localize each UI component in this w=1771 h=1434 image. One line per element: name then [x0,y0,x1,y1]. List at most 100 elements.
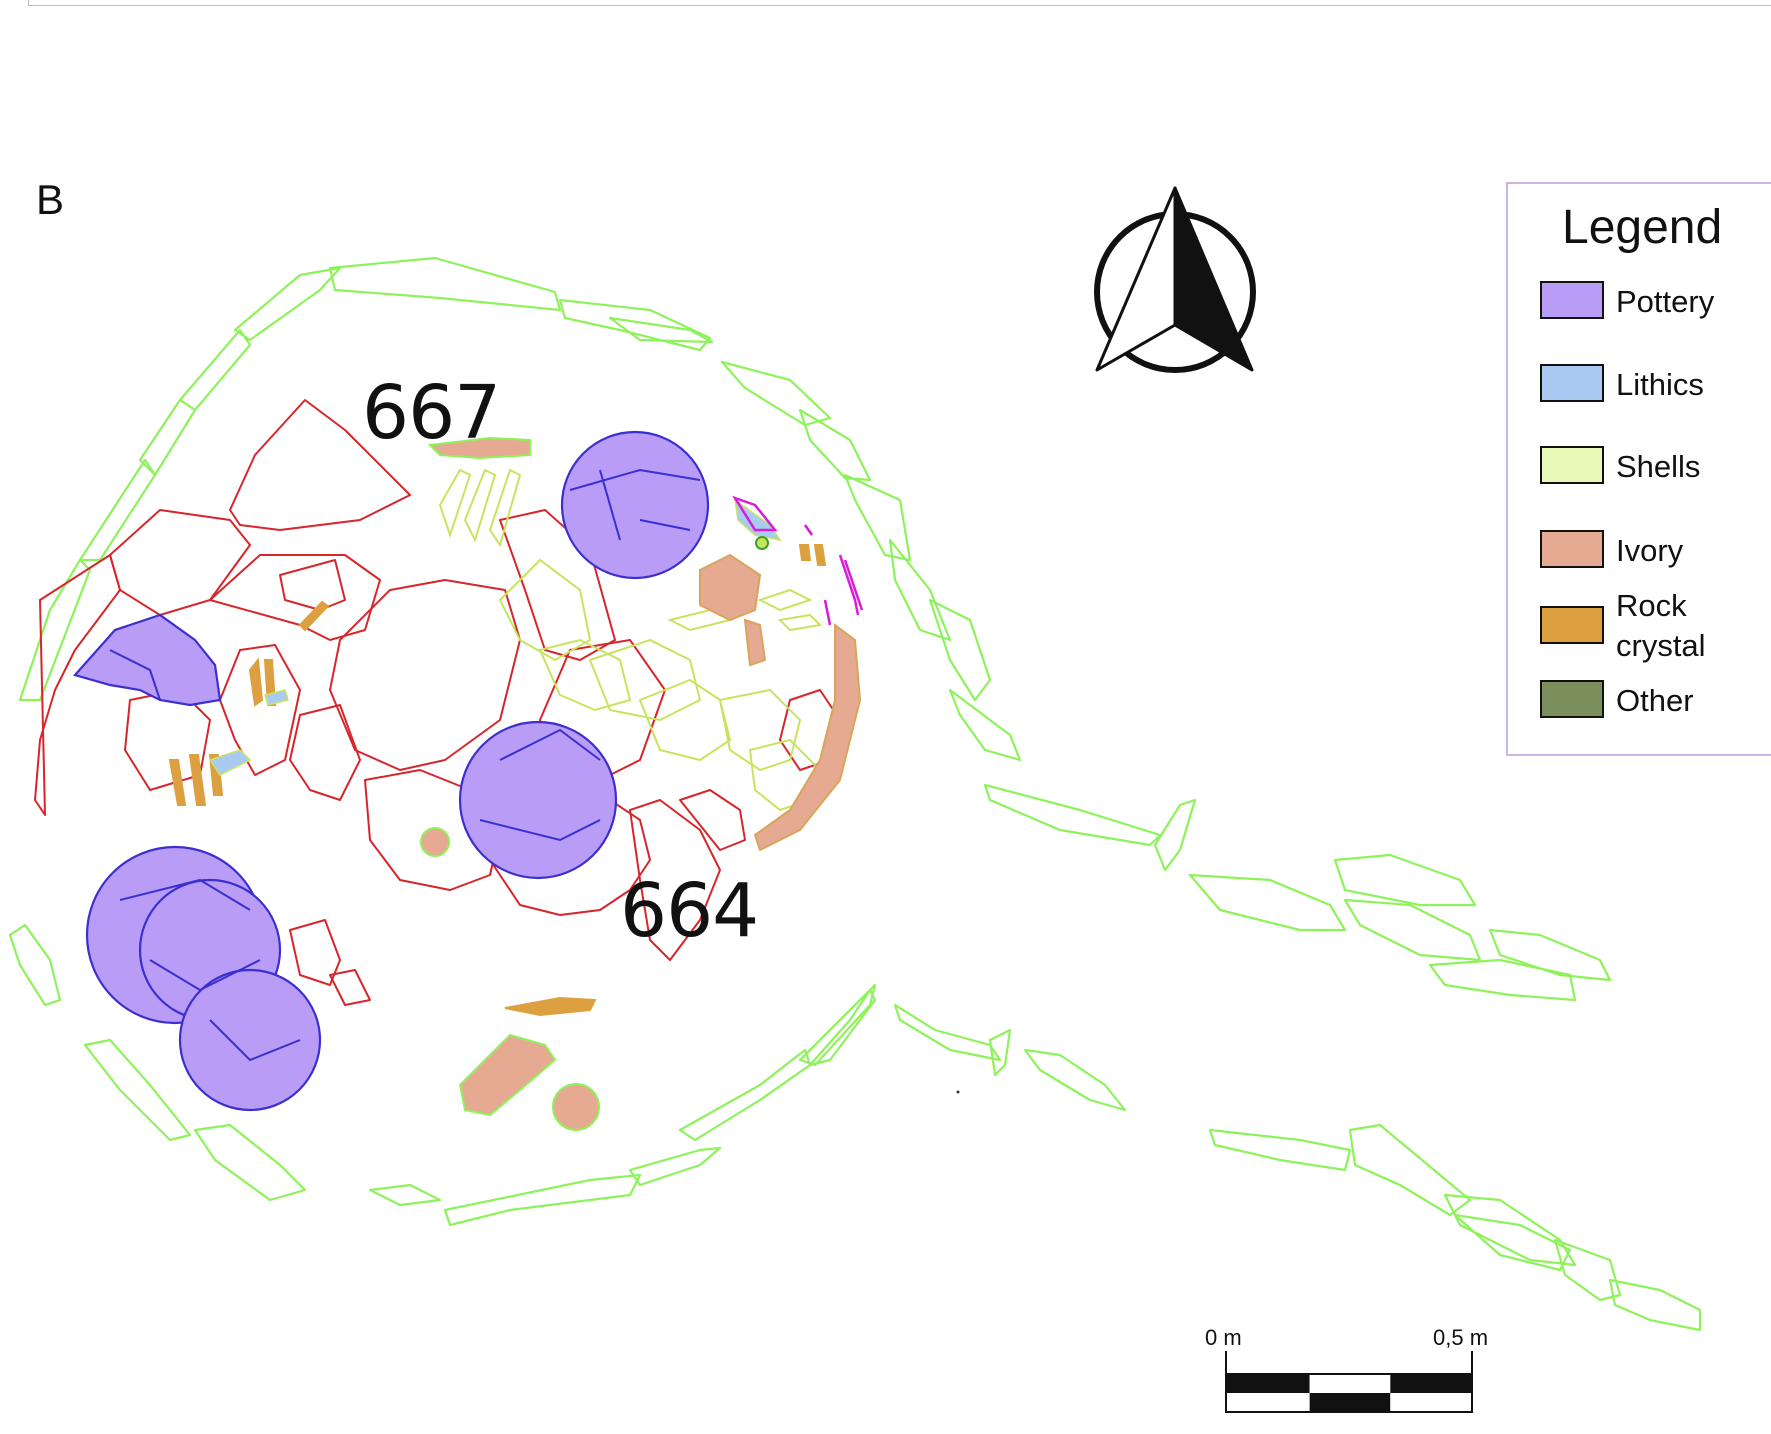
stone-outline [843,473,912,562]
scale-segments [1225,1373,1473,1413]
scale-label-end: 0,5 m [1433,1325,1489,1350]
legend-item-shells: Shells [1540,446,1771,486]
shell-outline [777,613,823,632]
feature-outline [34,554,121,816]
stone-outline [1343,898,1482,962]
legend-label-rock-crystal: Rock crystal [1616,588,1706,663]
feature-outline [209,554,381,641]
stone-outline [608,316,714,344]
stone-outline [443,1173,642,1227]
stone-outline [78,458,157,562]
rock-crystal-find [798,544,812,561]
stone-outline [1443,1193,1577,1267]
legend-label-other: Other [1616,683,1694,718]
feature-outline [219,644,301,776]
frame-top-border [28,0,1771,6]
ivory-find [420,827,450,857]
stone-outline [1188,873,1347,932]
shell-outline [463,468,497,543]
feature-outline [679,789,746,851]
feature-outline [329,579,521,771]
lithic-find [733,498,782,542]
feature-outline [629,799,721,961]
pottery-sherd-lines [109,468,701,1062]
scale-tick-start [1225,1351,1227,1375]
lithic-find [264,689,289,706]
stone-outline [1453,1213,1572,1272]
rock-crystal-find [248,657,264,707]
feature-outline [109,509,251,616]
ivory-finds [420,436,862,1131]
pottery-vessel [178,968,322,1112]
scale-tick-end [1471,1351,1473,1375]
stone-outline [628,1146,722,1187]
ivory-find [753,623,862,852]
stone-outline [1608,1278,1702,1332]
lithics-finds [208,498,782,776]
stone-outline [798,408,872,482]
stray-dot [956,1090,960,1094]
stone-outlines [8,256,1702,1332]
stone-outline [328,256,562,312]
stone-outline [83,1038,192,1142]
magenta-find [838,554,860,616]
stone-outline [8,923,62,1007]
legend-item-rock-crystal: Rock crystal [1540,588,1771,663]
rock-crystal-find [298,600,330,632]
rock-crystal-find [813,544,827,566]
stone-outline [808,988,877,1067]
feature-outline [364,769,501,891]
pottery-vessel [458,720,618,880]
stone-outline [678,1048,812,1142]
legend-item-ivory: Ivory [1540,530,1771,570]
ivory-find [743,618,767,667]
ivory-find [458,1033,557,1117]
stone-outline [928,598,992,702]
legend-label-lithics: Lithics [1616,367,1704,402]
stone-outline [1348,1123,1472,1217]
shell-outline [488,468,522,548]
stone-outline [983,783,1162,847]
ivory-find [427,436,531,460]
legend-title: Legend [1562,201,1723,254]
north-arrow-icon [1094,186,1256,373]
small-find-marker [755,536,769,550]
stone-outline [988,1028,1012,1077]
feature-outline [289,919,341,986]
stone-outline [1428,958,1577,1002]
stone-outline [558,298,712,352]
stone-outline [368,1183,442,1207]
rock-crystal-find [504,996,597,1017]
shell-outline [498,558,592,662]
legend-item-other: Other [1540,680,1771,720]
shell-outline [638,678,732,762]
legend-label-shells: Shells [1616,449,1701,484]
legend-label-ivory: Ivory [1616,533,1684,568]
stone-outline [1333,853,1477,907]
stone-outline [1553,1238,1622,1302]
stone-outline [948,688,1022,762]
legend-label-pottery: Pottery [1616,284,1715,319]
feature-outline [499,509,616,661]
shell-outline [757,588,813,612]
stone-outline [1488,928,1612,982]
stone-outline [893,1003,1002,1062]
legend-swatch-rock-crystal [1540,606,1604,644]
feature-outline [289,704,361,801]
stone-outline [178,328,252,412]
legend-swatch-shells [1540,446,1604,484]
stone-outline [1208,1128,1352,1172]
stone-outline [233,266,342,342]
feature-label-664: 664 [620,868,759,954]
feature-outline [229,399,411,531]
legend-swatch-pottery [1540,281,1604,319]
magenta-find [803,524,814,536]
shell-outline [588,638,702,722]
panel-letter: B [36,176,65,223]
stone-outline [720,360,832,427]
legend-item-lithics: Lithics [1540,364,1771,404]
magenta-find [732,495,778,532]
feature-outline [329,969,371,1006]
rock-crystal-find [188,754,207,806]
shell-outline [538,638,632,712]
